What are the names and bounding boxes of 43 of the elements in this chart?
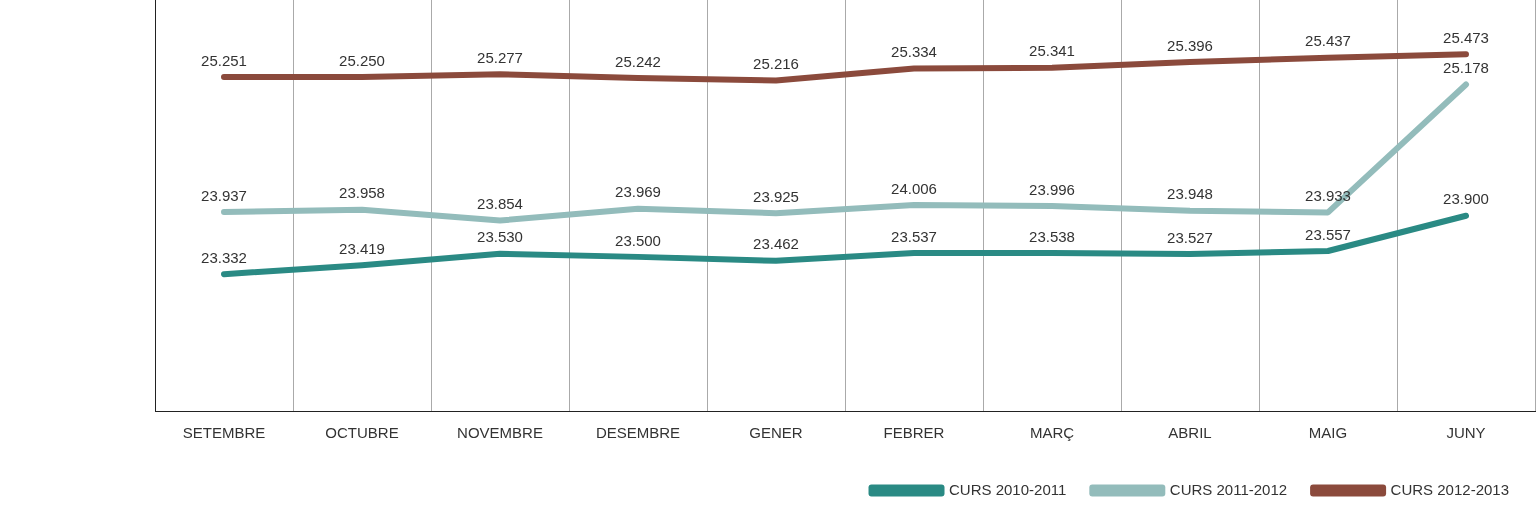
x-tick-label: DESEMBRE bbox=[595, 424, 681, 442]
data-label: 25.277 bbox=[477, 48, 523, 66]
data-label: 25.242 bbox=[615, 52, 661, 70]
legend-label: CURS 2012-2013 bbox=[1390, 480, 1509, 498]
data-label: 25.251 bbox=[201, 51, 247, 69]
x-tick-label: OCTUBRE bbox=[325, 424, 399, 442]
data-label: 23.925 bbox=[753, 187, 799, 205]
data-label: 23.958 bbox=[339, 184, 385, 202]
data-label: 23.933 bbox=[1305, 187, 1351, 205]
data-label: 25.178 bbox=[1443, 59, 1489, 77]
x-tick-label: FEBRER bbox=[883, 424, 945, 442]
data-label: 23.969 bbox=[615, 183, 661, 201]
data-label: 23.948 bbox=[1167, 185, 1213, 203]
data-label: 23.332 bbox=[201, 248, 247, 266]
data-label: 23.462 bbox=[753, 235, 799, 253]
x-tick-label: MAIG bbox=[1308, 424, 1348, 442]
data-label: 25.473 bbox=[1443, 28, 1489, 46]
legend-label: CURS 2011-2012 bbox=[1169, 480, 1288, 498]
legend-label: CURS 2010-2011 bbox=[949, 480, 1067, 498]
data-label: 23.996 bbox=[1029, 180, 1075, 198]
data-label: 23.419 bbox=[339, 239, 385, 257]
data-label: 23.557 bbox=[1305, 225, 1351, 243]
x-tick-label: NOVEMBRE bbox=[457, 424, 543, 442]
data-label: 23.538 bbox=[1029, 227, 1075, 245]
data-label: 25.334 bbox=[891, 43, 937, 61]
x-tick-label: JUNY bbox=[1446, 424, 1486, 442]
data-label: 23.937 bbox=[201, 186, 247, 204]
data-label: 23.530 bbox=[477, 228, 523, 246]
data-label: 25.437 bbox=[1305, 32, 1351, 50]
data-label: 23.500 bbox=[615, 231, 661, 249]
data-label: 24.006 bbox=[891, 179, 937, 197]
data-label: 23.854 bbox=[477, 195, 523, 213]
data-label: 25.250 bbox=[339, 51, 385, 69]
x-tick-label: ABRIL bbox=[1168, 424, 1212, 442]
data-label: 25.341 bbox=[1029, 42, 1075, 60]
x-tick-label: GENER bbox=[749, 424, 803, 442]
data-label: 25.396 bbox=[1167, 36, 1213, 54]
data-label: 25.216 bbox=[753, 55, 799, 73]
data-label: 23.900 bbox=[1443, 190, 1489, 208]
x-tick-label: SETEMBRE bbox=[182, 424, 266, 442]
x-tick-label: MARÇ bbox=[1029, 424, 1075, 442]
data-label: 23.527 bbox=[1167, 228, 1213, 246]
data-label: 23.537 bbox=[891, 227, 937, 245]
